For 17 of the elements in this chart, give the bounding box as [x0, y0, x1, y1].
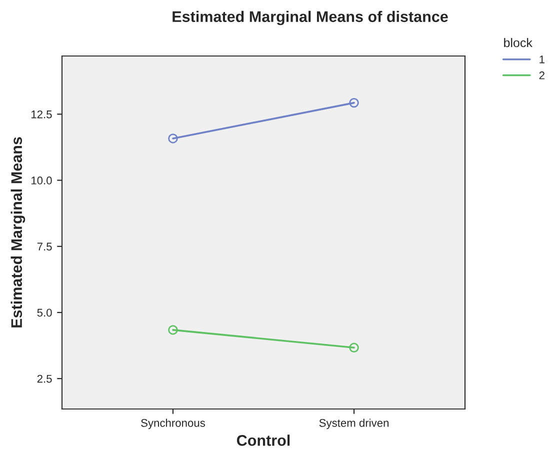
x-tick-label: Synchronous — [141, 418, 206, 430]
y-tick-label: 7.5 — [37, 242, 52, 251]
point — [349, 98, 359, 108]
y-tick-label: 2.5 — [37, 374, 52, 383]
chart-title: Estimated Marginal Means of distance — [172, 10, 448, 26]
point — [349, 342, 359, 353]
x-axis-title: Control — [236, 434, 290, 446]
y-tick-label: 5.0 — [37, 308, 52, 317]
point — [168, 134, 178, 144]
y-tick-label: 10.0 — [32, 176, 52, 184]
legend-label: 1 — [540, 56, 544, 64]
y-tick-label: 12.5 — [32, 110, 52, 118]
legend-title: block — [504, 38, 532, 48]
y-axis-title: Estimated Marginal Means — [10, 137, 26, 328]
legend-label: 2 — [539, 71, 544, 80]
point — [168, 325, 178, 335]
x-tick-label: System driven — [319, 418, 388, 430]
